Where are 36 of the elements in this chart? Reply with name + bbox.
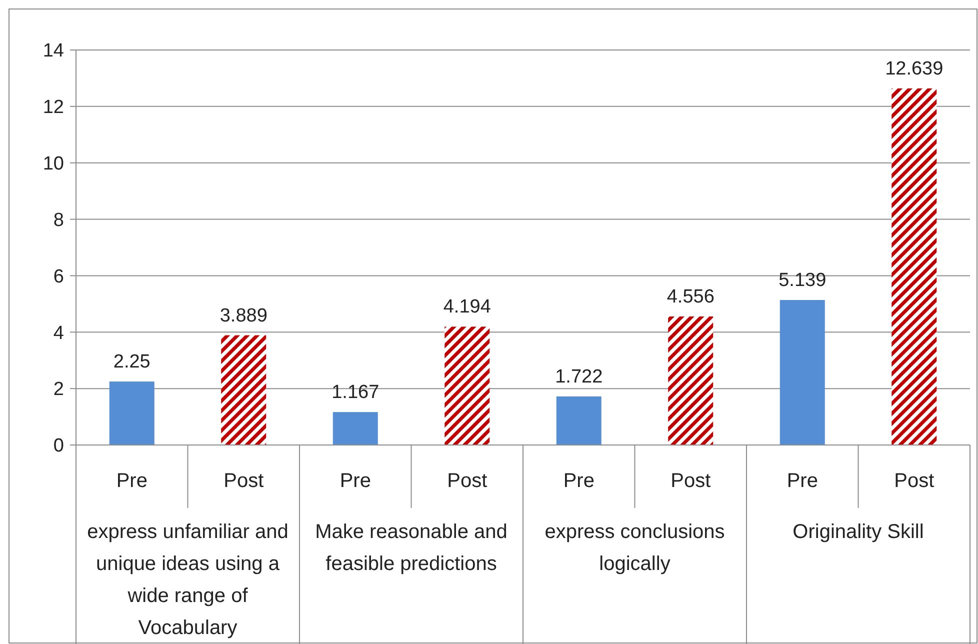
x-tick-label: express conclusions logically	[544, 521, 725, 575]
bar	[892, 88, 937, 445]
x-tick-label: Originality Skill	[792, 521, 924, 543]
x-tick-label: Make reasonable and feasible predictions	[315, 521, 508, 575]
y-tick-label: 0	[53, 436, 64, 457]
text: Pre	[786, 470, 818, 492]
bar	[780, 300, 825, 445]
y-tick-label: 2	[53, 379, 64, 400]
y-tick-label: 14	[42, 40, 64, 62]
data-label: 12.639	[885, 58, 944, 80]
text: Post	[447, 470, 488, 492]
bar	[556, 396, 602, 445]
bar	[221, 335, 266, 445]
data-label: 3.889	[220, 305, 268, 326]
bar	[109, 382, 154, 445]
data-label: 1.722	[555, 366, 603, 388]
y-tick-label: 8	[53, 210, 64, 231]
data-label: 1.167	[332, 382, 380, 404]
text: Pre	[340, 470, 371, 492]
text: Pre	[563, 470, 594, 492]
bar	[668, 316, 714, 445]
data-label: 4.556	[666, 286, 714, 308]
x-tick-label: express unfamiliar and unique ideas using a wide range of Vocabulary	[87, 521, 288, 639]
y-tick-label: 6	[53, 266, 64, 288]
y-tick-label: 4	[53, 322, 64, 344]
data-label: 5.139	[778, 270, 826, 292]
y-tick-label: 10	[42, 154, 64, 175]
bar	[332, 412, 378, 445]
data-label: 2.25	[113, 352, 150, 373]
text: Post	[670, 470, 711, 492]
data-label: 4.194	[443, 296, 492, 318]
text: Post	[894, 470, 934, 492]
bar	[444, 326, 490, 445]
y-tick-label: 12	[42, 97, 64, 118]
series-label: Post	[224, 470, 264, 492]
series-label: Pre	[116, 470, 148, 492]
